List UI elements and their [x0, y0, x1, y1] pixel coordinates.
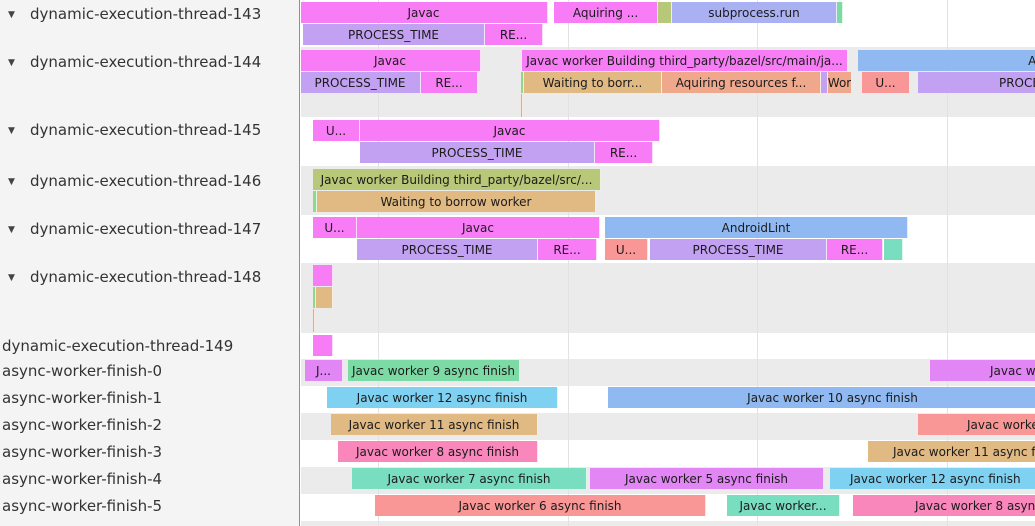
timeline-slice[interactable]: PROCESS_TIME	[357, 239, 538, 260]
timeline-slice[interactable]: Javac worker Building third_party/bazel/…	[313, 169, 601, 190]
timeline-slice[interactable]	[313, 287, 316, 308]
collapse-triangle-icon[interactable]: ▼	[8, 273, 15, 283]
timeline-slice[interactable]	[821, 72, 828, 93]
sidebar-item-dynamic-execution-thread-144[interactable]: ▼ dynamic-execution-thread-144	[0, 53, 300, 71]
track-name-label: dynamic-execution-thread-147	[30, 220, 262, 238]
gridline	[568, 0, 569, 526]
sidebar-item-async-worker-finish-1[interactable]: async-worker-finish-1	[0, 389, 300, 407]
gridline	[757, 0, 758, 526]
collapse-triangle-icon[interactable]: ▼	[8, 177, 15, 187]
timeline-slice[interactable]: Aquiring ...	[554, 2, 658, 23]
sidebar-item-async-worker-finish-5[interactable]: async-worker-finish-5	[0, 497, 300, 515]
timeline-slice[interactable]: Javac worker 8 asyn	[853, 495, 1035, 516]
timeline-slice[interactable]: Javac w	[930, 360, 1035, 381]
track-name-label: dynamic-execution-thread-143	[30, 5, 262, 23]
track-name-label: async-worker-finish-0	[2, 362, 163, 380]
timeline-slice[interactable]: RE...	[595, 142, 653, 163]
timeline-slice[interactable]: RE...	[538, 239, 597, 260]
timeline-slice[interactable]: RE...	[421, 72, 478, 93]
gridline	[378, 0, 379, 526]
track-name-sidebar: ▼ dynamic-execution-thread-143 ▼ dynamic-ex…	[0, 0, 300, 526]
timeline-slice[interactable]	[313, 335, 333, 356]
timeline-slice[interactable]: Javac worker Building third_party/bazel/…	[522, 50, 848, 71]
timeline-slice[interactable]: Javac worker 11 async finish	[331, 414, 538, 435]
timeline-slice[interactable]: Javac worker 12 async finish	[830, 468, 1035, 489]
timeline-slice[interactable]: Javac	[301, 50, 481, 71]
timeline-slice[interactable]: Javac	[357, 217, 600, 238]
sidebar-item-async-worker-finish-4[interactable]: async-worker-finish-4	[0, 470, 300, 488]
track-name-label: async-worker-finish-5	[2, 497, 163, 515]
timeline-slice[interactable]: Waiting to borrow worker	[317, 191, 596, 212]
timeline-slice[interactable]	[313, 309, 315, 332]
timeline-slice[interactable]: AndroidLint	[605, 217, 908, 238]
timeline-slice[interactable]	[521, 94, 523, 117]
sidebar-item-dynamic-execution-thread-147[interactable]: ▼ dynamic-execution-thread-147	[0, 220, 300, 238]
timeline-slice[interactable]: Javac worker...	[727, 495, 840, 516]
timeline-slice[interactable]: Wor	[828, 72, 852, 93]
timeline-slice[interactable]: PROCESS_TIME	[918, 72, 1035, 93]
timeline-slice[interactable]: Javac worker 5 async finish	[590, 468, 824, 489]
timeline-slice[interactable]: Javac worker 7 async finish	[352, 468, 587, 489]
timeline-slice[interactable]	[884, 239, 903, 260]
track-name-label: async-worker-finish-4	[2, 470, 163, 488]
sidebar-item-async-worker-finish-0[interactable]: async-worker-finish-0	[0, 362, 300, 380]
timeline-slice[interactable]	[313, 265, 333, 286]
sidebar-item-dynamic-execution-thread-145[interactable]: ▼ dynamic-execution-thread-145	[0, 121, 300, 139]
timeline-slice[interactable]: PROCESS_TIME	[360, 142, 595, 163]
timeline-slice[interactable]: Waiting to borr...	[524, 72, 662, 93]
timeline-slice[interactable]: RE...	[485, 24, 543, 45]
timeline-slice[interactable]: PROCESS_TIME	[301, 72, 421, 93]
timeline-slice[interactable]: AndroidLint	[858, 50, 1035, 71]
timeline-slice[interactable]: Javac worke	[918, 414, 1035, 435]
sidebar-item-dynamic-execution-thread-146[interactable]: ▼ dynamic-execution-thread-146	[0, 172, 300, 190]
timeline-slice[interactable]: Javac worker 11 async f	[868, 441, 1035, 462]
track-name-label: dynamic-execution-thread-149	[2, 337, 234, 355]
timeline-slice[interactable]: PROCESS_TIME	[650, 239, 827, 260]
timeline-slice[interactable]: Javac worker 10 async finish	[608, 387, 1035, 408]
timeline-slice[interactable]: Javac worker 9 async finish	[348, 360, 520, 381]
track-name-label: async-worker-finish-3	[2, 443, 163, 461]
track-name-label: async-worker-finish-1	[2, 389, 163, 407]
timeline-slice[interactable]	[521, 72, 524, 93]
track-background-dynamic-execution-thread-149	[301, 333, 1035, 359]
timeline-slice[interactable]: Javac worker 8 async finish	[338, 441, 538, 462]
track-name-label: dynamic-execution-thread-145	[30, 121, 262, 139]
timeline-slice[interactable]: Javac worker 6 async finish	[375, 495, 706, 516]
timeline-slice[interactable]	[658, 2, 672, 23]
track-background-next-track-partial	[301, 521, 1035, 526]
track-background-dynamic-execution-thread-148	[301, 263, 1035, 333]
collapse-triangle-icon[interactable]: ▼	[8, 10, 15, 20]
gridline	[947, 0, 948, 526]
collapse-triangle-icon[interactable]: ▼	[8, 126, 15, 136]
timeline-slice[interactable]: U...	[605, 239, 648, 260]
sidebar-item-dynamic-execution-thread-143[interactable]: ▼ dynamic-execution-thread-143	[0, 5, 300, 23]
collapse-triangle-icon[interactable]: ▼	[8, 58, 15, 68]
timeline-slice[interactable]: Javac worker 12 async finish	[327, 387, 558, 408]
timeline-slice[interactable]	[313, 191, 317, 212]
track-name-label: dynamic-execution-thread-146	[30, 172, 262, 190]
timeline-slice[interactable]	[837, 2, 843, 23]
sidebar-item-async-worker-finish-2[interactable]: async-worker-finish-2	[0, 416, 300, 434]
sidebar-item-dynamic-execution-thread-148[interactable]: ▼ dynamic-execution-thread-148	[0, 268, 300, 286]
collapse-triangle-icon[interactable]: ▼	[8, 225, 15, 235]
timeline-slice[interactable]: subprocess.run	[672, 2, 837, 23]
timeline-slice[interactable]: U...	[313, 120, 360, 141]
sidebar-item-async-worker-finish-3[interactable]: async-worker-finish-3	[0, 443, 300, 461]
track-name-label: async-worker-finish-2	[2, 416, 163, 434]
timeline-slice[interactable]: Aquiring resources f...	[662, 72, 821, 93]
timeline-slice[interactable]	[316, 287, 333, 308]
timeline-slice[interactable]: Javac	[301, 2, 548, 23]
sidebar-item-dynamic-execution-thread-149[interactable]: dynamic-execution-thread-149	[0, 337, 300, 355]
track-name-label: dynamic-execution-thread-144	[30, 53, 262, 71]
timeline-canvas[interactable]: Javac Aquiring ... subprocess.run PROCESS_T…	[301, 0, 1035, 526]
timeline-slice[interactable]: PROCESS_TIME	[303, 24, 485, 45]
timeline-slice[interactable]: U...	[313, 217, 357, 238]
timeline-slice[interactable]: J...	[305, 360, 343, 381]
track-name-label: dynamic-execution-thread-148	[30, 268, 262, 286]
timeline-slice[interactable]: Javac	[360, 120, 660, 141]
timeline-slice[interactable]: RE...	[827, 239, 883, 260]
timeline-slice[interactable]: U...	[862, 72, 910, 93]
